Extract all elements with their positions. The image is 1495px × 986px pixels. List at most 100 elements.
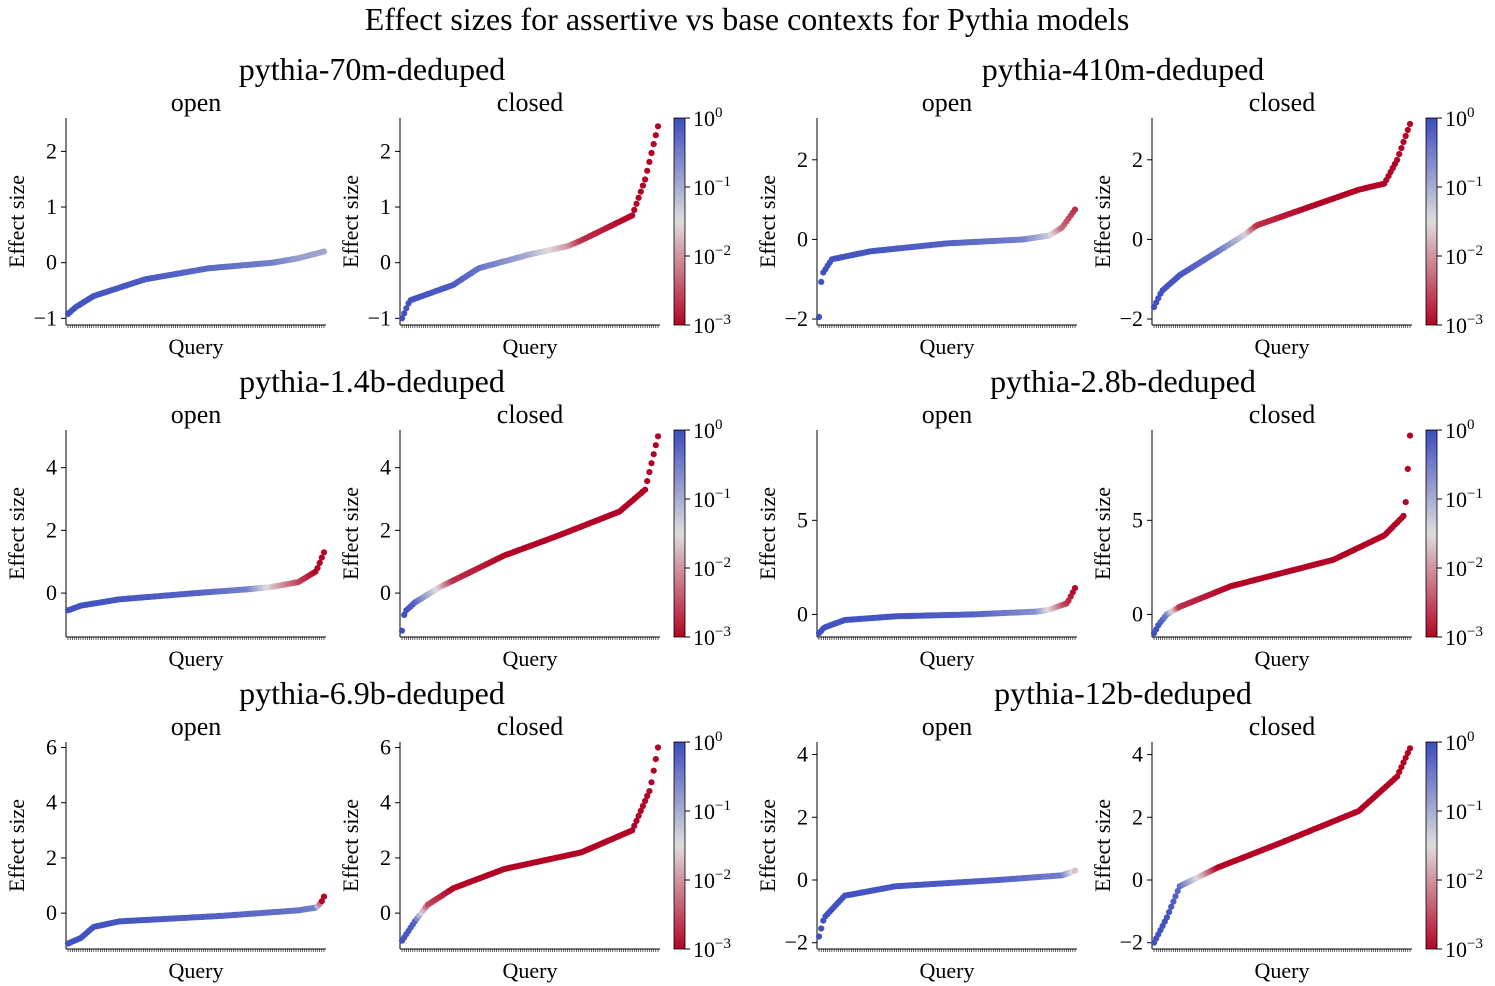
scatter-points: [815, 585, 1079, 637]
colorbar-tick-label: 10−1: [693, 798, 731, 824]
y-tick-label: 0: [380, 250, 391, 275]
colorbar: 100 10−1 10−2 10−3: [1425, 417, 1483, 650]
y-tick-label: 1: [46, 194, 57, 219]
scatter-points: [815, 867, 1079, 940]
x-ticks: [818, 949, 1076, 952]
y-tick-label: 2: [797, 804, 808, 829]
y-axis-label: Effect size: [755, 487, 780, 580]
model-title: pythia-6.9b-deduped: [239, 675, 505, 711]
y-tick-label: 0: [1132, 867, 1143, 892]
data-point: [652, 442, 659, 449]
data-point: [1071, 867, 1079, 874]
data-point: [314, 565, 321, 572]
y-tick-label: 0: [797, 867, 808, 892]
y-tick-label: 0: [380, 580, 391, 605]
colorbar-tick-label: 100: [1445, 729, 1475, 755]
y-tick-label: 2: [797, 147, 808, 172]
data-point: [1394, 156, 1401, 164]
data-point: [654, 744, 662, 751]
colorbar-tick-label: 10−3: [693, 936, 731, 962]
data-point: [1406, 120, 1414, 128]
y-axis-label: Effect size: [4, 487, 29, 580]
colorbar-tick-label: 10−1: [1445, 486, 1483, 512]
data-point: [637, 188, 644, 195]
data-point: [642, 176, 649, 183]
data-point: [1174, 887, 1181, 895]
y-tick-label: 4: [46, 455, 57, 480]
model-title: pythia-2.8b-deduped: [990, 363, 1256, 399]
y-tick-label: 2: [46, 517, 57, 542]
x-ticks: [1153, 325, 1411, 328]
data-point: [652, 132, 659, 139]
colorbar-tick-label: 10−2: [1445, 867, 1483, 893]
x-ticks: [401, 949, 659, 952]
colorbar-tick-label: 10−2: [1445, 555, 1483, 581]
colorbar-tick-label: 10−2: [1445, 243, 1483, 269]
x-axis-label: Query: [169, 334, 224, 359]
scatter-points: [1150, 120, 1414, 311]
panel-title: closed: [1249, 88, 1315, 117]
y-tick-label: 0: [380, 900, 391, 925]
data-point: [398, 627, 406, 634]
model-title: pythia-12b-deduped: [994, 675, 1252, 711]
data-point: [401, 310, 408, 317]
y-axis-label: Effect size: [755, 175, 780, 268]
colorbar-gradient: [673, 429, 686, 638]
y-tick-label: 2: [380, 517, 391, 542]
colorbar-tick-label: 10−3: [1445, 624, 1483, 650]
data-point: [650, 451, 657, 458]
data-point: [644, 167, 651, 174]
x-axis-label: Query: [1255, 334, 1310, 359]
colorbar-tick-label: 100: [1445, 105, 1475, 131]
y-axis-label: Effect size: [338, 487, 363, 580]
data-point: [815, 933, 823, 940]
data-point: [1163, 914, 1170, 921]
panel-pythia-6.9b-deduped-open: 0 2 4 6 open Query Effect size: [4, 712, 328, 983]
colorbar-gradient: [1425, 429, 1438, 638]
data-point: [1402, 754, 1409, 761]
data-point: [639, 182, 647, 189]
x-axis-label: Query: [503, 958, 558, 983]
data-point: [398, 315, 406, 322]
y-tick-label: 0: [797, 601, 808, 626]
scatter-points: [815, 206, 1079, 321]
data-point: [1406, 745, 1414, 752]
y-tick-label: 4: [46, 790, 57, 815]
x-ticks: [67, 325, 325, 328]
data-point: [1404, 126, 1411, 134]
data-point: [629, 212, 636, 219]
y-tick-label: 6: [46, 735, 57, 760]
x-ticks: [818, 325, 1076, 328]
data-point: [1071, 206, 1079, 213]
colorbar: 100 10−1 10−2 10−3: [673, 417, 731, 650]
panel-title: open: [171, 712, 222, 741]
data-point: [637, 807, 644, 815]
x-axis-label: Query: [920, 334, 975, 359]
colorbar-tick-label: 10−2: [693, 867, 731, 893]
panel-title: open: [171, 400, 222, 429]
scatter-points: [398, 123, 662, 322]
data-point: [1166, 909, 1173, 916]
model-title: pythia-410m-deduped: [982, 51, 1265, 87]
x-ticks: [401, 637, 659, 640]
data-point: [646, 158, 653, 165]
y-tick-label: 2: [1132, 147, 1143, 172]
y-axis-label: Effect size: [338, 799, 363, 892]
data-point: [320, 549, 328, 556]
panel-pythia-6.9b-deduped-closed: 0 2 4 6 closed Query Effect size: [338, 712, 662, 983]
data-point: [1400, 759, 1407, 766]
x-ticks: [401, 325, 659, 328]
data-point: [633, 200, 640, 207]
colorbar-tick-label: 10−3: [693, 624, 731, 650]
data-point: [318, 554, 325, 561]
colorbar: 100 10−1 10−2 10−3: [1425, 105, 1483, 338]
data-point: [1406, 432, 1414, 439]
panel-pythia-12b-deduped-closed: −2 0 2 4 closed Query Effect size: [1090, 712, 1414, 983]
data-point: [633, 817, 640, 825]
y-axis-label: Effect size: [1090, 799, 1115, 892]
y-axis-label: Effect size: [338, 175, 363, 268]
data-point: [815, 313, 823, 321]
data-point: [631, 822, 638, 829]
panel-title: open: [171, 88, 222, 117]
data-point: [320, 893, 328, 900]
